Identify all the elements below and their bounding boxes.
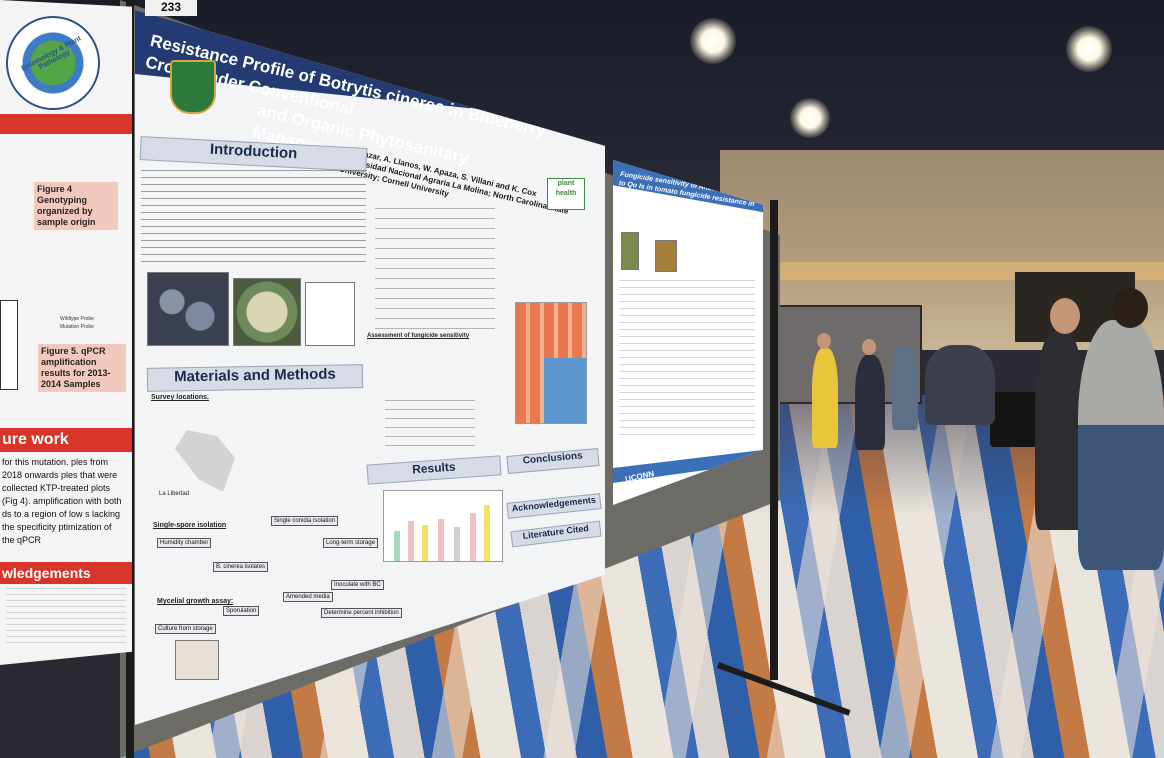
literature-heading: Literature Cited	[510, 520, 602, 548]
workflow-step: Long-term storage	[323, 538, 379, 548]
attendee	[855, 355, 885, 450]
figure-5-caption: Figure 5. qPCR amplification results for…	[38, 344, 126, 392]
acknowledgements-heading-left: wledgements	[0, 562, 132, 584]
heatmap-blue-block	[544, 358, 586, 423]
chart-bar	[470, 513, 476, 561]
heatmap-figure	[515, 302, 587, 424]
plant-health-logo-text: plant health	[555, 180, 577, 197]
acknowledgements-heading: Acknowledgements	[506, 493, 602, 519]
chart-bar	[408, 521, 414, 561]
attendee-head	[1050, 298, 1080, 334]
workflow-step: Single conidia isolation	[271, 516, 339, 526]
introduction-body	[141, 170, 366, 265]
poster-number-tag: 233	[145, 0, 197, 16]
workflow-step: B. cinerea isolates	[213, 562, 269, 572]
attendee	[892, 345, 918, 430]
mycelial-growth-label: Mycelial growth assay:	[157, 598, 234, 605]
ceiling-light	[690, 18, 736, 64]
sponsor-logos	[6, 588, 126, 648]
petri-dish-photo	[233, 278, 301, 346]
workflow-step: Determine percent inhibition	[321, 608, 402, 618]
sensitivity-table	[385, 400, 475, 450]
right-poster: Fungicide sensitivity of Alternaria alte…	[613, 160, 763, 505]
mycelial-growth-chart	[383, 490, 503, 562]
future-work-heading: ure work	[0, 428, 132, 452]
left-poster-red-band	[0, 114, 132, 134]
conidiophore-illustration	[305, 282, 355, 346]
department-logo: Entomology & Plant Pathology	[6, 16, 100, 110]
tomato-fruit-photo	[655, 240, 677, 272]
attendee	[812, 348, 838, 448]
plant-health-logo: plant health	[547, 178, 585, 210]
chart-bar	[454, 527, 460, 561]
attendee	[925, 345, 995, 425]
attendee	[1078, 320, 1164, 570]
fungicide-table	[375, 208, 495, 338]
workflow-step: Sporulation	[223, 606, 260, 616]
chart-bar	[438, 519, 444, 561]
attendee-head	[1112, 288, 1148, 328]
conclusions-heading: Conclusions	[506, 448, 600, 474]
materials-heading: Materials and Methods	[146, 364, 364, 392]
ceiling-light	[1066, 26, 1112, 72]
attendee	[1035, 330, 1085, 530]
legend-wildtype: Wildtype Probe	[60, 316, 94, 322]
tomato-leaf-photo	[621, 232, 639, 270]
single-spore-label: Single-spore isolation	[153, 522, 227, 529]
future-work-text: for this mutation. ples from 2018 onward…	[2, 457, 122, 545]
board-stand-leg	[770, 200, 778, 680]
right-poster-body	[619, 280, 755, 440]
chart-bar	[484, 505, 490, 561]
workflow-step: Amended media	[283, 592, 333, 602]
qpcr-plot	[0, 300, 18, 390]
chart-bar	[422, 525, 428, 561]
chart-bar	[394, 531, 400, 561]
assessment-label: Assessment of fungicide sensitivity	[367, 333, 470, 339]
blueberry-photo	[147, 272, 229, 346]
results-heading: Results	[366, 455, 502, 485]
department-logo-text: Entomology & Plant Pathology	[20, 35, 83, 73]
map-label: La Libertad	[159, 491, 190, 497]
ceiling-light	[790, 98, 830, 138]
university-crest-icon	[170, 60, 216, 114]
workflow-step: Humidity chamber	[157, 538, 212, 548]
workflow-step: Inoculate with BC	[331, 580, 384, 590]
attendee-head	[862, 339, 876, 355]
legend-mutation: Mutation Probe	[60, 324, 94, 330]
attendee-head	[817, 333, 831, 349]
left-poster: Entomology & Plant Pathology Figure 4 Ge…	[0, 0, 132, 665]
figure-4-caption: Figure 4 Genotyping organized by sample …	[34, 182, 118, 230]
pipetting-photo	[175, 640, 219, 680]
survey-locations-label: Survey locations.	[151, 394, 209, 401]
workflow-step: Culture from storage	[155, 624, 216, 634]
peru-map	[175, 430, 235, 492]
